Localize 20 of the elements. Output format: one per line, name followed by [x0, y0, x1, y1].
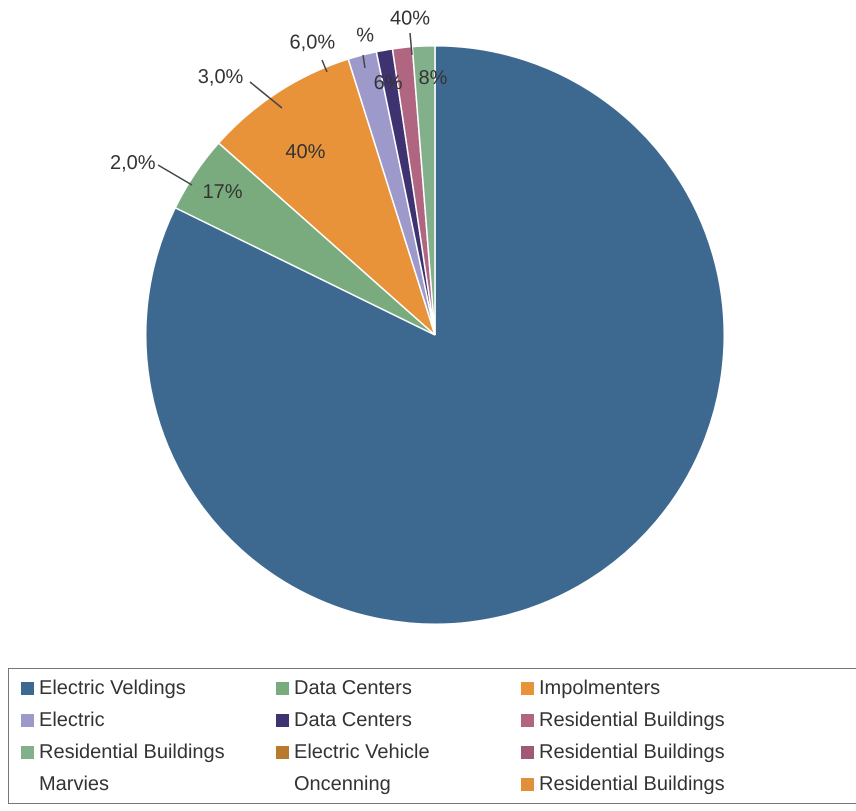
legend-label: Residential Buildings [539, 772, 725, 796]
category-label: Oncenning [294, 772, 391, 794]
legend-label: Data Centers [294, 676, 412, 700]
legend-label: Electric [39, 708, 105, 732]
text: 3,0% [198, 66, 244, 88]
text: % [356, 24, 374, 46]
legend-label: Residential Buildings [539, 740, 725, 764]
legend-label: Residential Buildings [539, 708, 725, 732]
text: 6% [374, 72, 403, 94]
text: 17% [202, 180, 243, 203]
category-label: Marvies [39, 772, 110, 794]
legend-label: Data Centers [294, 708, 412, 732]
legend-label: Residential Buildings [39, 740, 225, 764]
text: 40% [390, 7, 430, 30]
text: 2,0% [110, 152, 156, 174]
legend-label: Impolmenters [539, 676, 660, 700]
text: 6,0% [290, 31, 336, 54]
text: 40% [285, 140, 326, 163]
legend-label: Electric Vehicle [294, 740, 430, 764]
legend-label: Electric Veldings [39, 676, 186, 700]
